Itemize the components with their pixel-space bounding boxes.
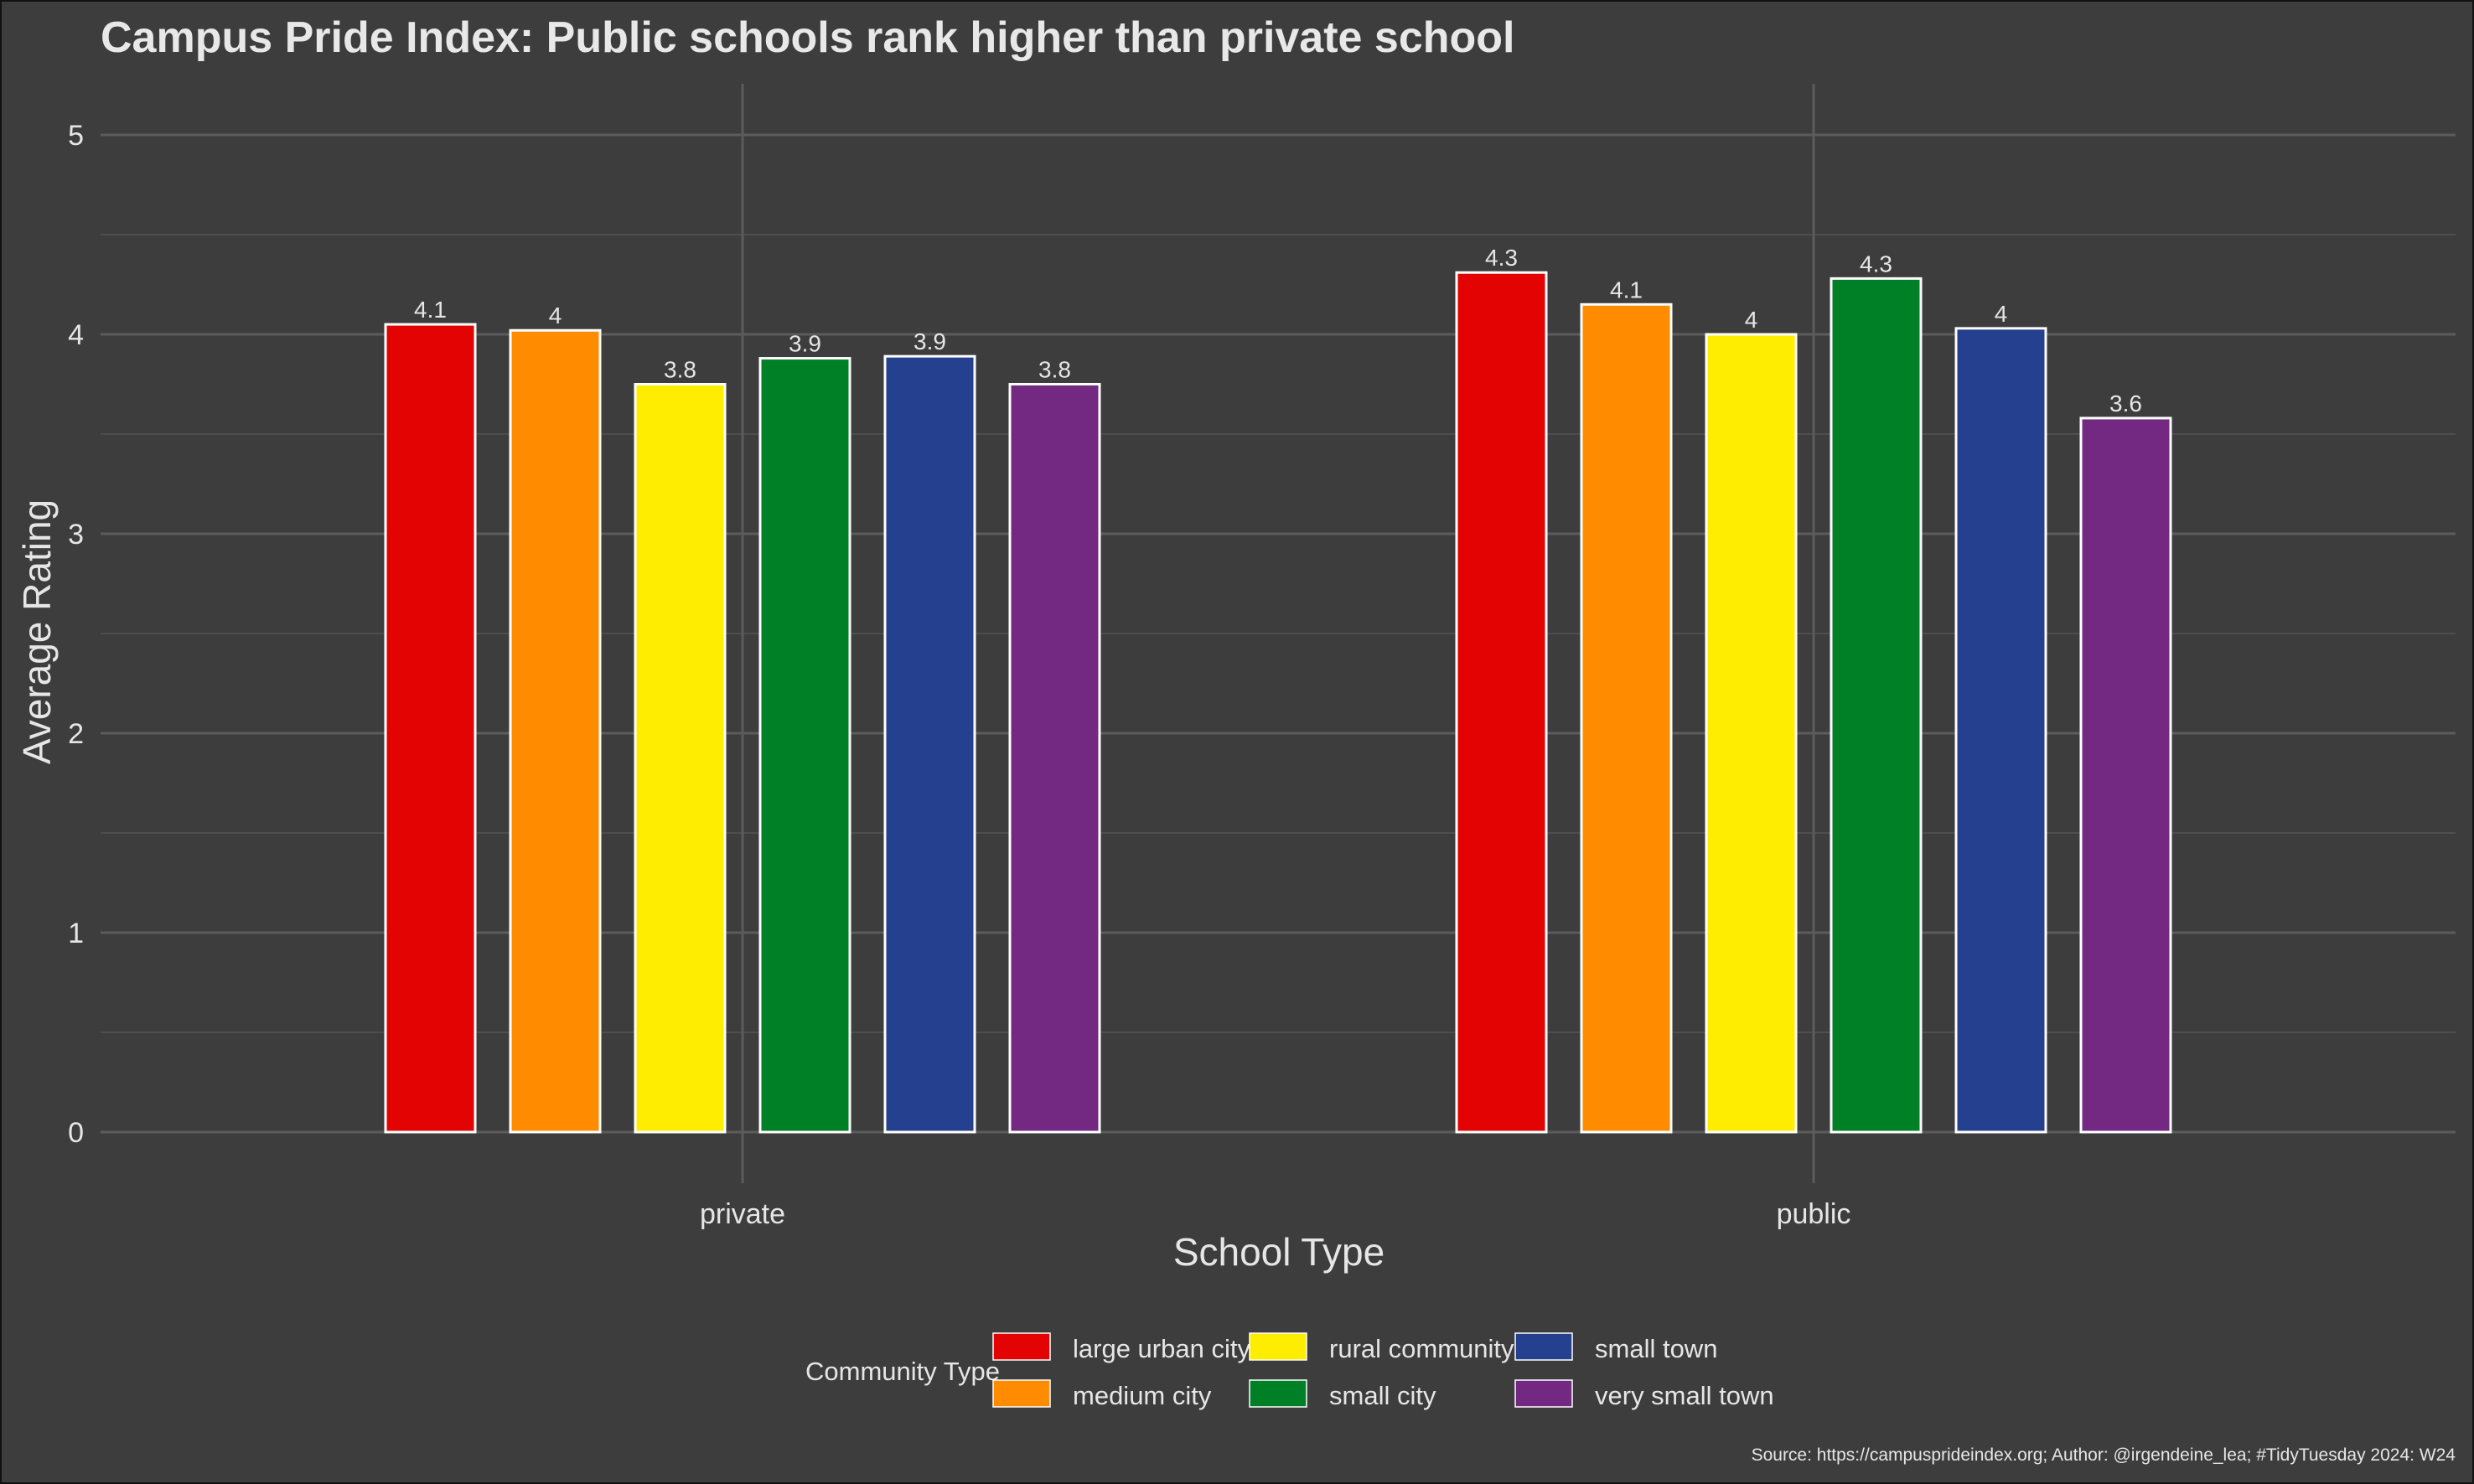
grid-lines — [101, 84, 2456, 1183]
legend-key — [1249, 1379, 1307, 1408]
legend-key — [992, 1379, 1051, 1408]
data-label: 4 — [549, 302, 562, 328]
data-label: 4 — [1745, 307, 1758, 333]
legend-label: small town — [1595, 1334, 1717, 1363]
legend: Community Type large urban city medium ci… — [805, 1332, 1774, 1410]
legend-label: medium city — [1073, 1381, 1212, 1410]
legend-label: large urban city — [1073, 1334, 1250, 1363]
bar — [2079, 416, 2172, 1134]
legend-label: small city — [1329, 1381, 1436, 1410]
bar — [634, 383, 727, 1134]
bar — [1954, 327, 2047, 1134]
x-axis-title: School Type — [1173, 1230, 1385, 1274]
y-tick-label: 0 — [68, 1117, 84, 1149]
y-tick-label: 3 — [68, 519, 84, 551]
bar — [1705, 333, 1798, 1134]
bar — [1580, 302, 1673, 1134]
y-axis-title: Average Rating — [15, 499, 59, 764]
data-label: 3.9 — [914, 328, 946, 354]
legend-title: Community Type — [805, 1357, 1000, 1386]
legend-key — [1514, 1332, 1573, 1361]
data-label: 4.3 — [1860, 251, 1892, 277]
data-label: 4 — [1995, 301, 2008, 327]
y-tick-label: 5 — [68, 120, 84, 152]
bar — [1455, 271, 1548, 1134]
bar — [509, 328, 602, 1134]
legend-key — [992, 1332, 1051, 1361]
chart-title: Campus Pride Index: Public schools rank … — [101, 13, 1515, 62]
data-labels: 4.1 4 3.8 3.9 3.9 3.8 4.3 4.1 4 4.3 4 3.6 — [414, 245, 2142, 416]
y-tick-label: 4 — [68, 319, 84, 351]
bar — [1830, 277, 1923, 1134]
bar — [883, 354, 976, 1134]
legend-label: very small town — [1595, 1381, 1774, 1410]
legend-label: rural community — [1329, 1334, 1514, 1363]
data-label: 3.9 — [789, 331, 821, 357]
y-tick-label: 1 — [68, 918, 84, 949]
data-label: 3.6 — [2109, 390, 2142, 416]
bars — [384, 271, 2172, 1134]
data-label: 4.1 — [414, 297, 447, 323]
x-tick-label: public — [1777, 1198, 1851, 1230]
data-label: 4.1 — [1610, 277, 1643, 302]
bar — [384, 323, 477, 1134]
y-tick-label: 2 — [68, 718, 84, 750]
bar — [758, 357, 851, 1134]
axis-ticks: 0 1 2 3 4 5 private public — [68, 120, 1850, 1230]
caption: Source: https://campusprideindex.org; Au… — [1752, 1445, 2456, 1465]
x-tick-label: private — [700, 1198, 785, 1230]
legend-key — [1514, 1379, 1573, 1408]
data-label: 3.8 — [1038, 357, 1071, 383]
data-label: 3.8 — [664, 357, 696, 383]
data-label: 4.3 — [1485, 245, 1518, 271]
bar — [1008, 383, 1101, 1134]
legend-key — [1249, 1332, 1307, 1361]
